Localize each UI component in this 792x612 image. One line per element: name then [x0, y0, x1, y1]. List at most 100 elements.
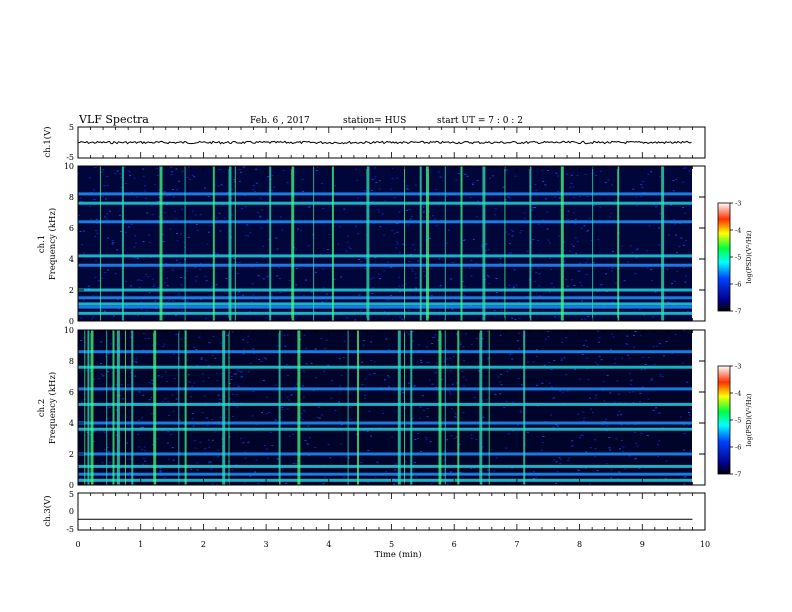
- ch1-spectrogram-noise: [536, 240, 539, 241]
- ch1-spectrogram-noise: [136, 258, 139, 259]
- ch2-spectrogram-noise: [93, 378, 95, 380]
- ch1-spectrogram-noise: [386, 299, 388, 301]
- ch1-spectrogram-noise: [267, 275, 270, 277]
- ch2-spectrogram-noise: [644, 368, 647, 370]
- ch2-spectrogram-noise: [215, 372, 218, 374]
- ch2-spectrogram-noise: [142, 349, 145, 351]
- ch2-spectrogram-noise: [314, 447, 317, 449]
- ch2-spectrogram-noise: [405, 331, 408, 333]
- ch1-spectrogram-noise: [369, 205, 372, 207]
- ch1-freq-ytick-label: 8: [69, 193, 74, 202]
- ch2-spectrogram-noise: [257, 483, 260, 484]
- ch1-spectrogram-noise: [408, 208, 411, 210]
- ch1-spectrogram-band: [78, 263, 692, 267]
- ch1-spectrogram-noise: [123, 166, 126, 168]
- ch1-spectrogram-noise: [486, 275, 489, 277]
- ch3-waveform-frame: [77, 492, 706, 531]
- ch1-spectrogram-noise: [673, 280, 676, 282]
- ch1-spectrogram-noise: [218, 185, 220, 187]
- ch1-spectrogram-noise: [596, 291, 599, 293]
- ch2-spectrogram-noise: [635, 442, 638, 444]
- ch2-spectrogram-noise: [450, 435, 453, 436]
- ch1-spectrogram-noise: [191, 174, 194, 176]
- ch1-spectrogram-noise: [94, 276, 97, 278]
- ch2-spectrogram-noise: [689, 450, 692, 452]
- ch1-spectrogram-noise: [599, 207, 601, 209]
- ch1-spectrogram-noise: [148, 241, 151, 243]
- ch1-spectrogram-noise: [658, 227, 661, 229]
- ch1-spectrogram-noise: [585, 262, 588, 264]
- ch1-spectrogram-noise: [266, 276, 269, 278]
- ch2-spectrogram-noise: [594, 362, 597, 364]
- ch2-spectrogram-noise: [518, 348, 521, 350]
- ch2-spectrogram-impulse: [357, 330, 359, 485]
- ch1-spectrogram-noise: [360, 309, 363, 311]
- ch2-spectrogram-noise: [512, 401, 515, 403]
- ch1-spectrogram-noise: [548, 242, 551, 244]
- ch1-spectrogram-noise: [251, 266, 254, 268]
- ch2-spectrogram-noise: [211, 355, 214, 357]
- ch1-spectrogram-noise: [281, 229, 284, 231]
- ch2-spectrogram-noise: [420, 361, 423, 363]
- ch2-spectrogram-noise: [199, 441, 202, 443]
- ch2-spectrogram-noise: [691, 419, 692, 421]
- ch2-spectrogram-noise: [609, 392, 612, 394]
- ch2-spectrogram-noise: [658, 412, 661, 414]
- ch1-spectrogram-noise: [445, 242, 448, 244]
- ch2-spectrogram-noise: [634, 331, 637, 332]
- ch2-spectrogram-noise: [559, 463, 562, 465]
- ch1-spectrogram-noise: [241, 294, 244, 296]
- ch2-spectrogram-noise: [243, 451, 246, 453]
- ch2-spectrogram-noise: [464, 333, 467, 335]
- ch1-ytick-bottom: -5: [66, 153, 74, 162]
- ch1-spectrogram-noise: [218, 212, 221, 214]
- ch1-spectrogram-noise: [103, 185, 106, 187]
- ch1-spectrogram-noise: [196, 230, 199, 231]
- ch1-spectrogram-noise: [181, 299, 184, 301]
- ch2-spectrogram-noise: [665, 460, 668, 462]
- ch1-spectrogram-noise: [348, 246, 351, 248]
- ch1-spectrogram-noise: [642, 314, 645, 316]
- ch2-spectrogram-noise: [609, 449, 612, 451]
- ch2-spectrogram-noise: [394, 390, 396, 392]
- ch1-spectrogram-noise: [355, 225, 357, 227]
- ch2-spectrogram-noise: [628, 357, 631, 359]
- ch2-spectrogram-noise: [402, 396, 405, 398]
- ch1-spectrogram-noise: [585, 274, 588, 275]
- ch1-spectrogram-noise: [691, 168, 692, 170]
- ch2-freq-ticks: 0 2 4 6 8 10: [64, 326, 705, 490]
- ch1-spectrogram-noise: [119, 173, 122, 175]
- ch1-spectrogram-noise: [334, 185, 337, 187]
- ch2-spectrogram-noise: [201, 373, 204, 375]
- ch1-spectrogram-noise: [534, 183, 537, 185]
- ch2-spectrogram-noise: [247, 335, 250, 337]
- ch1-spectrogram-noise: [567, 210, 570, 212]
- ch1-spectrogram-noise: [507, 196, 510, 198]
- time-tick-label: 5: [389, 540, 394, 549]
- ch1-spectrogram-noise: [142, 241, 145, 243]
- ch1-spectrogram-noise: [180, 208, 183, 210]
- ch1-spectrogram-noise: [537, 267, 540, 269]
- ch1-spectrogram-noise: [93, 189, 95, 191]
- ch2-spectrogram-noise: [190, 468, 193, 470]
- ch1-spectrogram-noise: [176, 233, 178, 234]
- ch1-spectrogram-noise: [435, 225, 438, 227]
- ch1-spectrogram-noise: [422, 211, 425, 213]
- ch2-spectrogram-noise: [536, 349, 538, 351]
- ch1-spectrogram-noise: [405, 283, 408, 285]
- ch1-spectrogram-noise: [538, 295, 541, 297]
- ch1-spectrogram-noise: [340, 276, 343, 278]
- ch1-spectrogram-noise: [144, 190, 147, 192]
- ch2-spectrogram-noise: [495, 457, 498, 459]
- ch2-spectrogram-noise: [327, 444, 330, 446]
- ch1-spectrogram-noise: [142, 168, 145, 170]
- ch2-spectrogram-noise: [639, 392, 642, 394]
- ch1-spectrogram-noise: [176, 189, 178, 191]
- ch3-waveform-panel: 5 0 -5 ch.3(V): [42, 490, 706, 534]
- ch2-spectrogram-noise: [431, 337, 434, 338]
- ch1-spectrogram-noise: [144, 185, 146, 187]
- ch1-spectrogram-noise: [130, 191, 133, 193]
- ch2-spectrogram-noise: [555, 461, 558, 463]
- ch1-spectrogram-noise: [156, 175, 159, 176]
